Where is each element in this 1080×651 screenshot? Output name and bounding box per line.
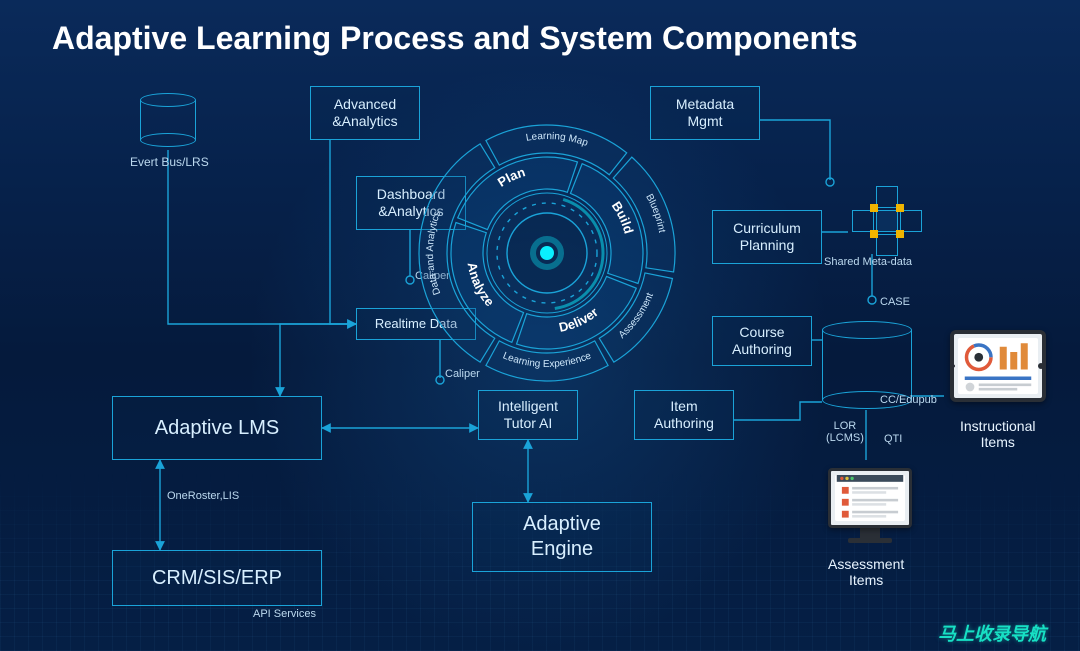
label-lor-lcms: LOR (LCMS) <box>826 420 864 444</box>
device-tablet-icon <box>950 330 1046 402</box>
node-course-authoring: Course Authoring <box>712 316 812 366</box>
page-title: Adaptive Learning Process and System Com… <box>52 20 858 57</box>
node-crm-sis-erp: CRM/SIS/ERP <box>112 550 322 606</box>
node-dashboard-analytics: Dashboard &Analytics <box>356 176 466 230</box>
node-curriculum-planning: Curriculum Planning <box>712 210 822 264</box>
cylinder-evert-bus <box>140 100 196 140</box>
label-shared-metadata: Shared Meta-data <box>824 256 912 268</box>
label-assessment-items: Assessment Items <box>828 556 904 588</box>
node-intelligent-tutor: Intelligent Tutor AI <box>478 390 578 440</box>
label-oneroster: OneRoster,LIS <box>167 490 239 502</box>
label-cc-edupub: CC/Edupub <box>880 394 937 406</box>
label-caliper-1: Caliper <box>415 270 450 282</box>
node-item-authoring: Item Authoring <box>634 390 734 440</box>
label-instructional-items: Instructional Items <box>960 418 1035 450</box>
node-adaptive-lms: Adaptive LMS <box>112 396 322 460</box>
label-api-services: API Services <box>253 608 316 620</box>
label-caliper-2: Caliper <box>445 368 480 380</box>
device-desktop-icon <box>828 468 912 543</box>
label-evert-bus: Evert Bus/LRS <box>130 155 209 169</box>
label-qti: QTI <box>884 433 902 445</box>
watermark: 马上收录导航 <box>938 620 1046 646</box>
node-advanced-analytics: Advanced &Analytics <box>310 86 420 140</box>
cylinder-lor <box>822 330 912 400</box>
node-adaptive-engine: Adaptive Engine <box>472 502 652 572</box>
node-metadata-mgmt: Metadata Mgmt <box>650 86 760 140</box>
node-realtime-data: Realtime Data <box>356 308 476 340</box>
label-case: CASE <box>880 296 910 308</box>
